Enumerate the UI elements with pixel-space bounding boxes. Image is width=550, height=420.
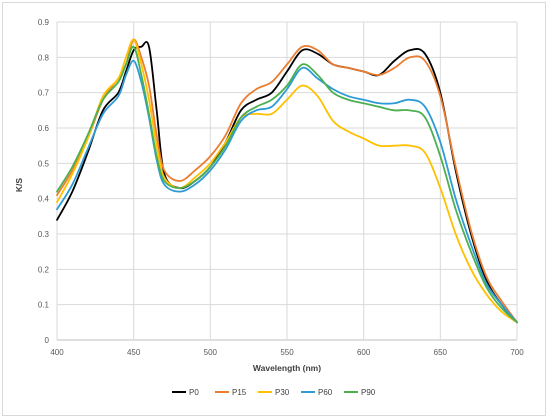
x-tick-label: 450 [127,348,141,357]
y-tick-label: 0.5 [38,159,50,168]
x-tick-label: 600 [357,348,371,357]
y-axis-title: K/S [14,178,24,193]
legend-label: P90 [361,388,376,397]
x-tick-label: 550 [280,348,294,357]
legend-label: P60 [318,388,333,397]
legend-label: P30 [275,388,290,397]
y-tick-label: 0.4 [38,195,50,204]
legend-label: P15 [232,388,247,397]
y-tick-label: 0 [45,336,50,345]
series-line-p90 [56,45,518,324]
y-axis-ticks: 0 0.1 0.2 0.3 0.4 0.5 0.6 0.7 0.8 0.9 [38,18,50,345]
x-axis-title: Wavelength (nm) [253,363,321,373]
y-tick-label: 0.3 [38,230,50,239]
y-tick-label: 0.6 [38,124,50,133]
y-tick-label: 0.2 [38,265,50,274]
y-tick-label: 0.9 [38,18,50,27]
legend: P0 P15 P30 P60 P90 [172,388,376,397]
series-line-p60 [56,59,518,324]
x-tick-label: 650 [434,348,448,357]
series-line-p0 [56,41,518,324]
x-tick-label: 400 [50,348,64,357]
x-axis-ticks: 400 450 500 550 600 650 700 [50,348,524,357]
y-tick-label: 0.7 [38,89,50,98]
gridlines [56,21,518,341]
series-line-p15 [56,38,518,324]
series-lines [56,38,518,324]
series-line-p30 [56,38,518,324]
y-tick-label: 0.8 [38,53,50,62]
x-tick-label: 500 [204,348,218,357]
y-tick-label: 0.1 [38,301,50,310]
x-tick-label: 700 [510,348,524,357]
legend-label: P0 [189,388,199,397]
